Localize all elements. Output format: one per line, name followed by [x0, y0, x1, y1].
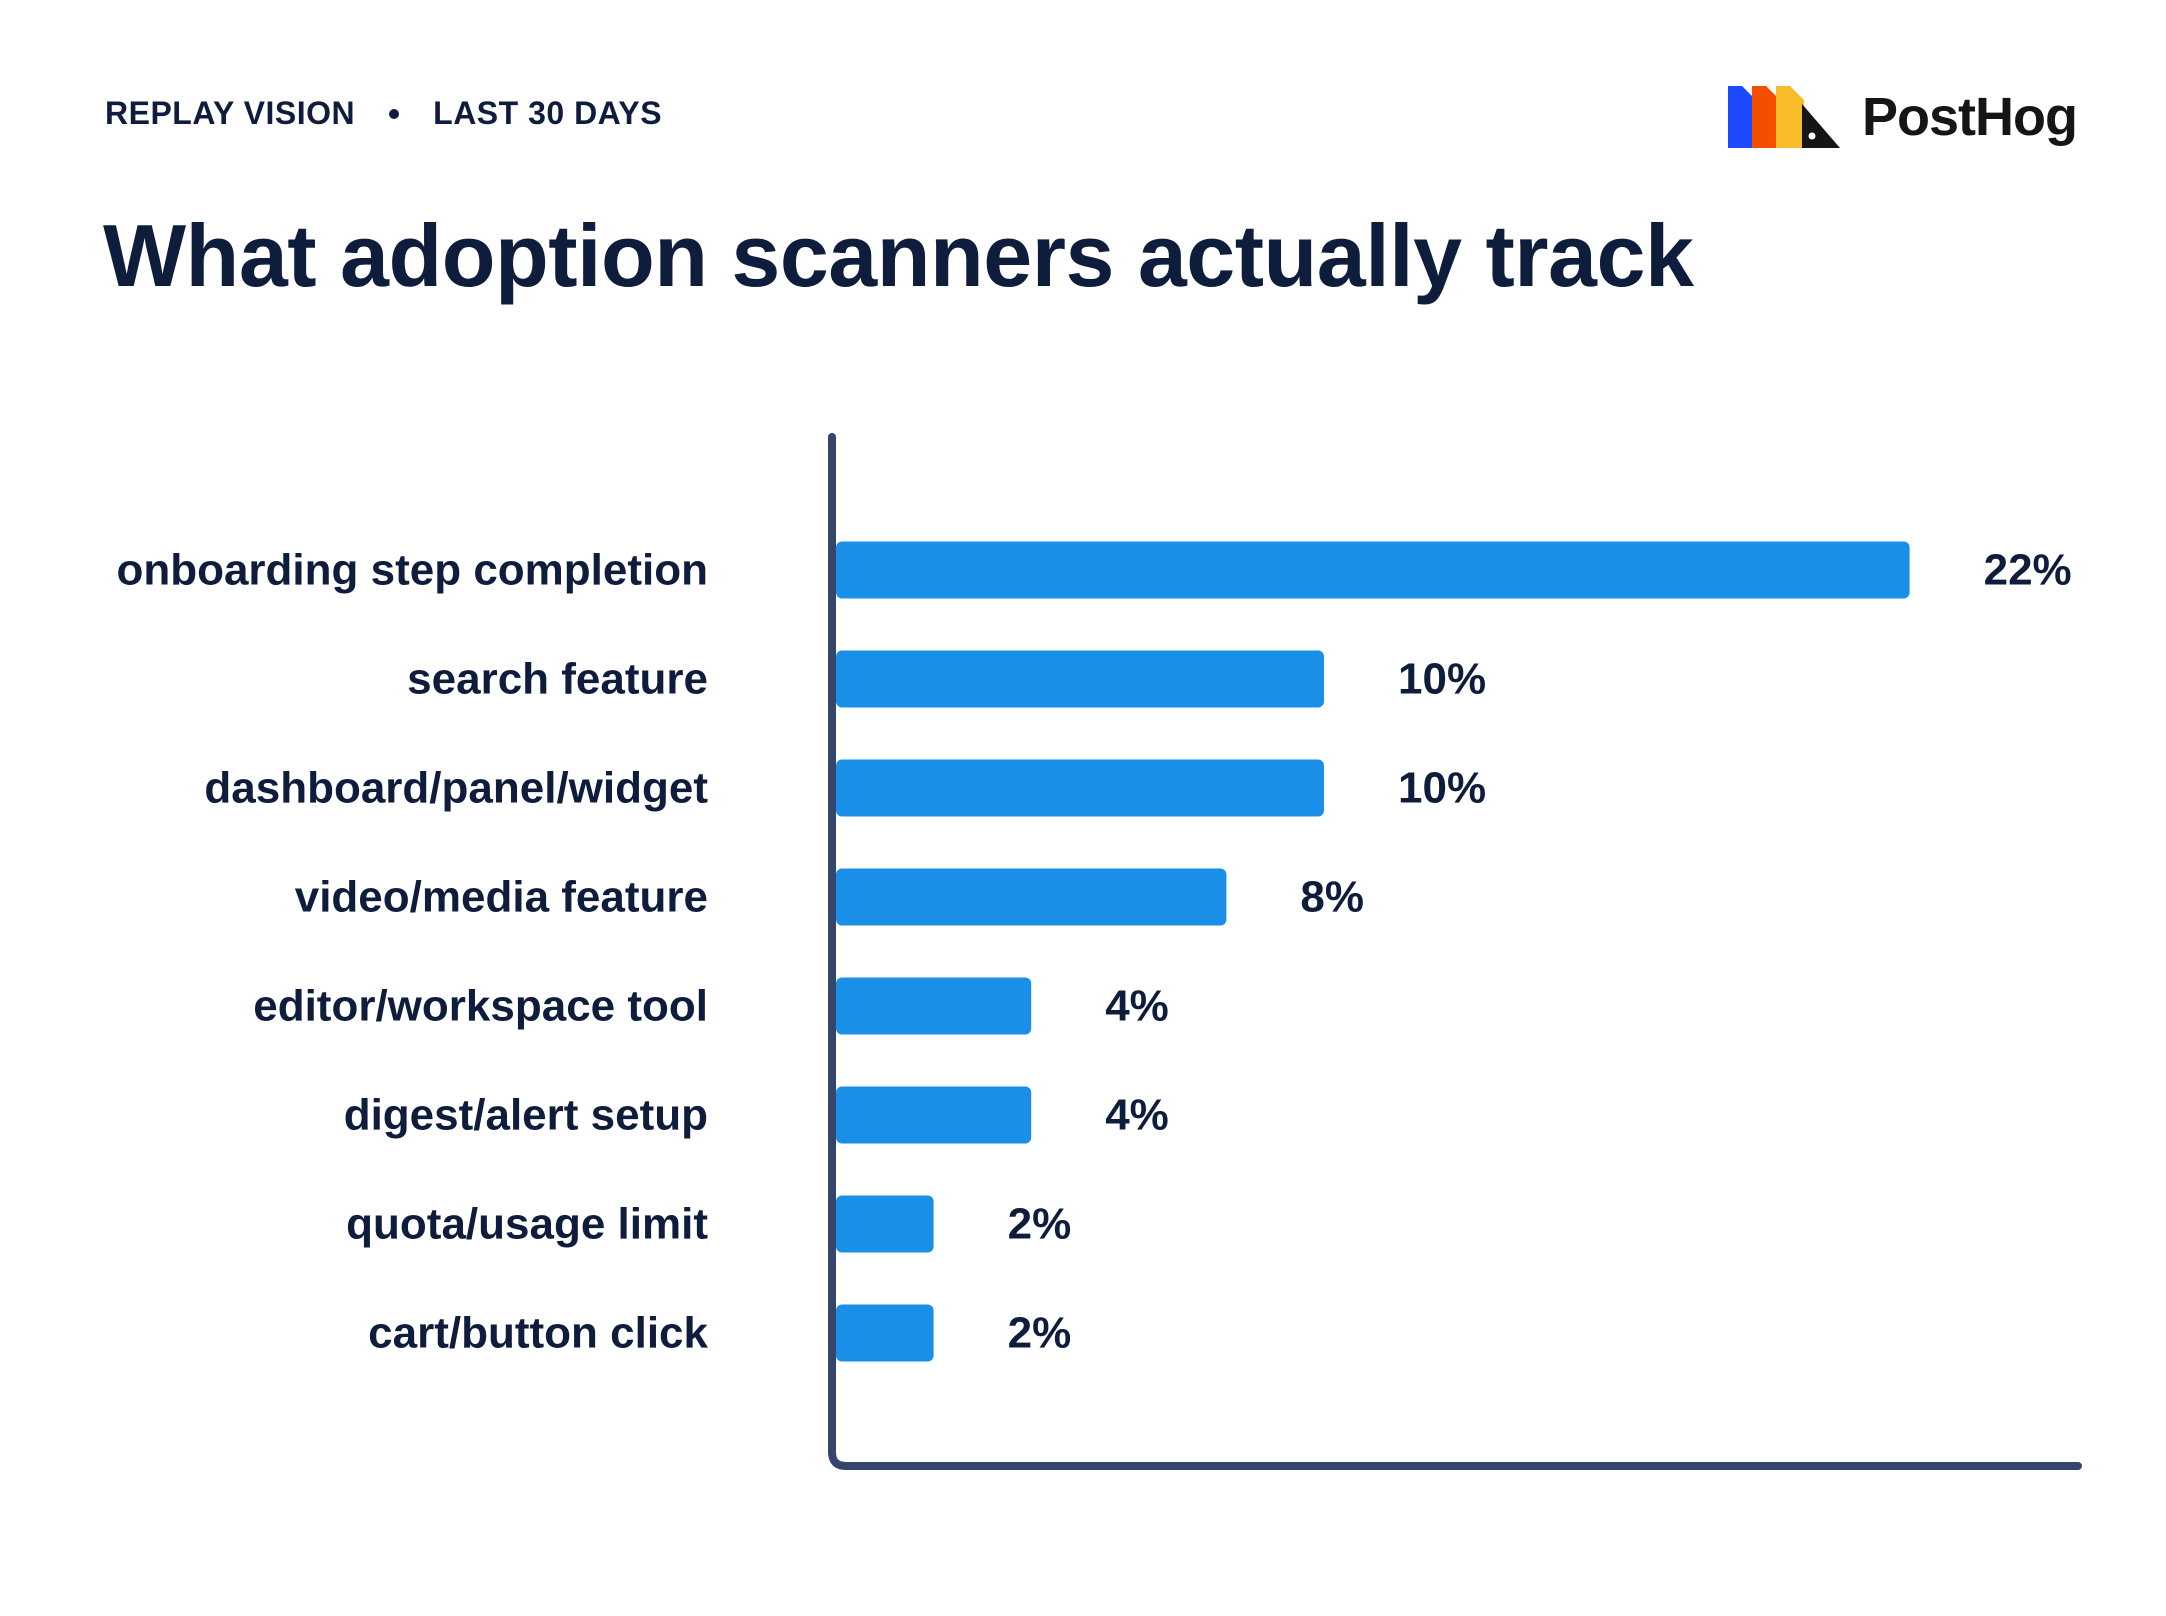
bullet-separator [389, 108, 400, 119]
chart-title: What adoption scanners actually track [103, 206, 1694, 305]
category-label: editor/workspace tool [253, 982, 708, 1031]
bar [836, 977, 1032, 1035]
bar [836, 1304, 934, 1362]
subtitle-line: REPLAY VISION LAST 30 DAYS [105, 95, 662, 132]
bar [836, 868, 1227, 926]
category-label: cart/button click [368, 1309, 708, 1358]
bar [836, 759, 1324, 817]
category-label: search feature [407, 655, 708, 704]
bar [836, 650, 1324, 708]
category-label: quota/usage limit [346, 1200, 708, 1249]
logo-wordmark: PostHog [1862, 87, 2078, 147]
bar [836, 1086, 1032, 1144]
value-label: 2% [1008, 1200, 1072, 1249]
value-label: 4% [1105, 1091, 1169, 1140]
category-label: onboarding step completion [116, 546, 708, 595]
value-label: 8% [1300, 873, 1364, 922]
value-label: 10% [1398, 655, 1486, 704]
brand-logo[interactable]: PostHog [1728, 86, 2078, 148]
chart-axis [828, 433, 2082, 1470]
category-label: digest/alert setup [344, 1091, 708, 1140]
value-label: 10% [1398, 764, 1486, 813]
value-label: 2% [1008, 1309, 1072, 1358]
bar [836, 1195, 934, 1253]
value-label: 4% [1105, 982, 1169, 1031]
period-label: LAST 30 DAYS [433, 95, 663, 131]
bar [836, 541, 1910, 599]
category-label: video/media feature [295, 873, 708, 922]
source-label: REPLAY VISION [105, 95, 356, 131]
posthog-hedgehog-logo-icon [1728, 86, 1840, 148]
value-label: 22% [1984, 546, 2072, 595]
category-label: dashboard/panel/widget [204, 764, 708, 813]
